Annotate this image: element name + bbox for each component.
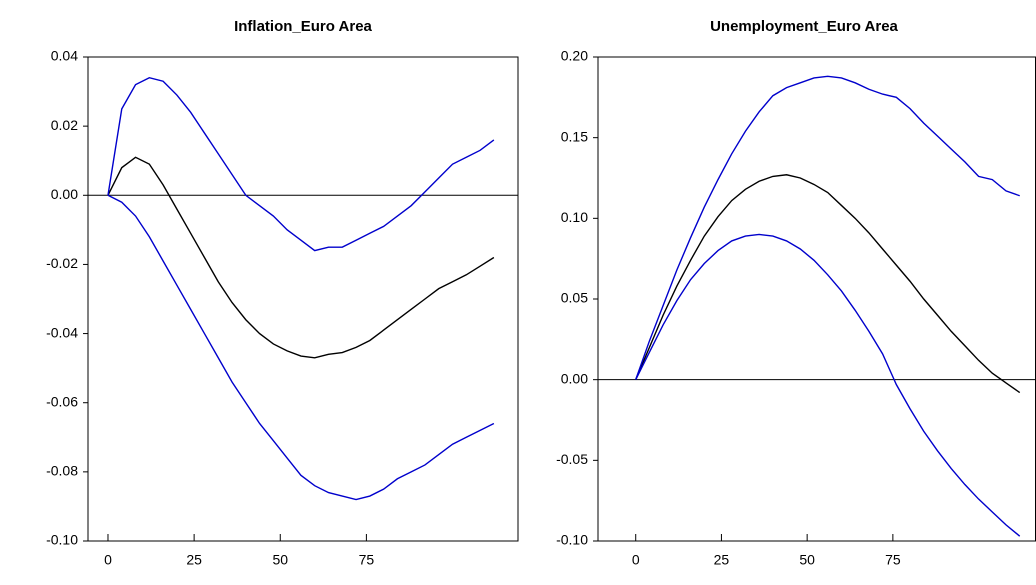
y-tick-label: 0.20 <box>561 48 588 64</box>
x-tick-label: 75 <box>359 552 375 568</box>
y-tick-label: 0.10 <box>561 209 588 225</box>
panel-title: Inflation_Euro Area <box>234 18 372 35</box>
y-tick-label: 0.00 <box>51 186 78 202</box>
y-tick-label: 0.02 <box>51 117 78 133</box>
y-tick-label: 0.15 <box>561 128 588 144</box>
series-line <box>107 156 495 359</box>
y-tick-label: -0.02 <box>46 255 78 271</box>
x-tick-label: 75 <box>885 552 901 568</box>
y-tick-label: -0.04 <box>46 324 78 340</box>
y-tick-label: -0.10 <box>46 532 78 548</box>
x-tick-label: 50 <box>799 552 815 568</box>
x-tick-label: 0 <box>104 552 112 568</box>
series-line <box>107 76 495 252</box>
y-tick-label: 0.04 <box>51 48 78 64</box>
y-tick-label: -0.06 <box>46 393 78 409</box>
y-tick-label: 0.05 <box>561 290 588 306</box>
y-tick-label: 0.00 <box>561 370 588 386</box>
x-tick-label: 50 <box>272 552 288 568</box>
plot-frame <box>87 56 519 542</box>
panel-title: Unemployment_Euro Area <box>710 18 898 35</box>
plot-frame <box>597 56 1036 542</box>
x-tick-label: 25 <box>714 552 730 568</box>
x-tick-label: 25 <box>186 552 202 568</box>
series-line <box>635 174 1021 394</box>
y-tick-label: -0.10 <box>556 532 588 548</box>
series-line <box>635 75 1020 380</box>
y-tick-label: -0.05 <box>556 451 588 467</box>
y-tick-label: -0.08 <box>46 463 78 479</box>
series-line <box>107 194 495 501</box>
series-line <box>635 233 1021 537</box>
x-tick-label: 0 <box>632 552 640 568</box>
